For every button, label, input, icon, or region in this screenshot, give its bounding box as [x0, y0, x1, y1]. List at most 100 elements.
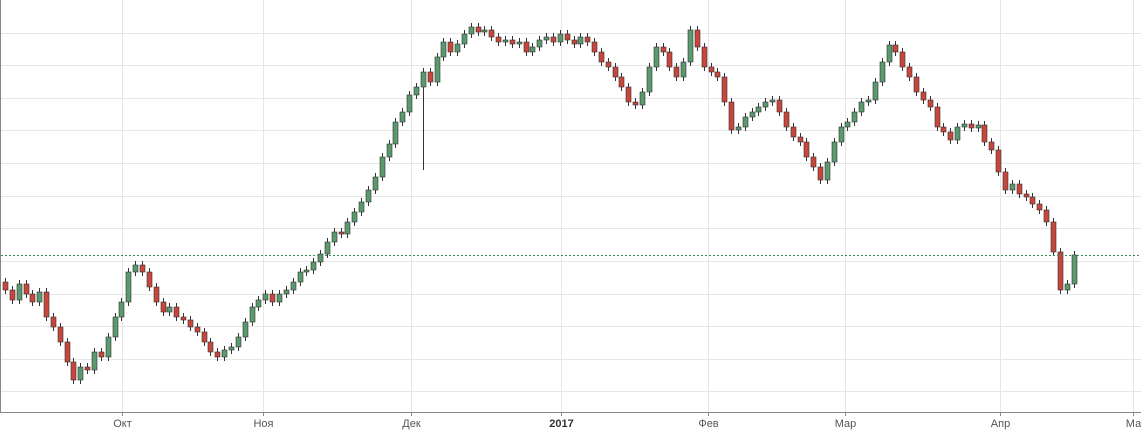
candle-body — [995, 149, 1002, 173]
candle-body — [194, 326, 201, 333]
candle-body — [646, 66, 653, 93]
candle-body — [838, 126, 845, 143]
candle-body — [755, 106, 762, 113]
candle-body — [660, 46, 667, 53]
candle-body — [714, 71, 721, 78]
candle-body — [50, 316, 57, 328]
candle-body — [132, 264, 139, 273]
candle-body — [70, 361, 77, 381]
candle-body — [413, 86, 420, 96]
x-tick-label: Дек — [402, 418, 421, 430]
candle-body — [1043, 209, 1050, 223]
candle-body — [797, 136, 804, 143]
candle-body — [927, 99, 934, 108]
candle-body — [824, 161, 831, 181]
candle-body — [36, 291, 43, 303]
candle-body — [488, 29, 495, 38]
candle-body — [125, 271, 132, 303]
x-tick-label: Апр — [991, 418, 1010, 430]
candle-body — [406, 94, 413, 113]
candle-body — [968, 123, 975, 129]
candle-body — [618, 76, 625, 88]
candle-body — [434, 56, 441, 83]
candle-body — [776, 99, 783, 113]
candle-body — [372, 176, 379, 191]
candle-body — [577, 36, 584, 45]
candle-body — [447, 41, 454, 53]
candle-body — [386, 143, 393, 158]
candle-body — [290, 281, 297, 291]
candle-body — [687, 29, 694, 63]
candle-body — [961, 123, 968, 128]
candle-body — [1002, 171, 1009, 191]
candle-body — [269, 293, 276, 303]
candle-body — [310, 261, 317, 271]
candle-body — [242, 321, 249, 338]
candle-body — [440, 41, 447, 58]
candle-body — [139, 264, 146, 273]
candle-body — [728, 101, 735, 131]
candle-body — [228, 346, 235, 351]
candle-body — [16, 283, 23, 301]
candle-body — [632, 101, 639, 106]
candle-body — [173, 306, 180, 318]
candle-body — [166, 306, 173, 313]
candle-body — [865, 99, 872, 103]
candle-body — [529, 46, 536, 53]
candle-body — [1064, 283, 1071, 291]
candle-body — [324, 241, 331, 255]
candle-body — [954, 126, 961, 141]
grid — [1, 0, 1141, 412]
candle-body — [358, 201, 365, 213]
candle-body — [769, 99, 776, 103]
candle-body — [612, 66, 619, 78]
candle-body — [420, 71, 427, 88]
candle-body — [1036, 203, 1043, 211]
x-tick-label: Ноя — [253, 418, 273, 430]
candle-body — [810, 156, 817, 168]
candle-body — [947, 131, 954, 141]
candle-body — [112, 316, 119, 338]
candle-body — [742, 116, 749, 128]
candle-body — [906, 66, 913, 78]
candle-body — [975, 124, 982, 129]
candle-body — [276, 293, 283, 303]
candle-body — [57, 326, 64, 343]
candle-body — [214, 351, 221, 358]
candle-body — [43, 291, 50, 318]
candle-body — [584, 36, 591, 43]
candle-body — [817, 166, 824, 181]
candle-body — [598, 51, 605, 63]
candle-body — [872, 81, 879, 101]
x-tick-label: Мар — [835, 418, 857, 430]
candle-body — [550, 36, 557, 43]
candle-body — [481, 29, 488, 33]
candles — [1, 23, 1141, 384]
candle-body — [2, 281, 9, 291]
candle-body — [98, 351, 105, 358]
candle-body — [379, 156, 386, 178]
x-tick-label: Окт — [113, 418, 132, 430]
candle-body — [201, 331, 208, 343]
candle-body — [454, 43, 461, 53]
x-axis: Окт Ноя Дек 2017 Фев Мар Апр Ма — [113, 412, 1141, 430]
candle-body — [317, 253, 324, 263]
candle-body — [803, 141, 810, 158]
candle-body — [399, 111, 406, 123]
candle-body — [844, 121, 851, 128]
candle-body — [303, 269, 310, 273]
x-tick-label: Фев — [698, 418, 718, 430]
candle-body — [118, 301, 125, 318]
candle-body — [988, 141, 995, 151]
candle-body — [625, 86, 632, 103]
candle-body — [557, 33, 564, 43]
candle-body — [653, 46, 660, 68]
candle-body — [858, 101, 865, 113]
candle-body — [879, 61, 886, 83]
candle-body — [666, 51, 673, 68]
candle-body — [262, 293, 269, 301]
candle-body — [64, 341, 71, 363]
candle-body — [23, 283, 30, 295]
candle-body — [1016, 183, 1023, 195]
